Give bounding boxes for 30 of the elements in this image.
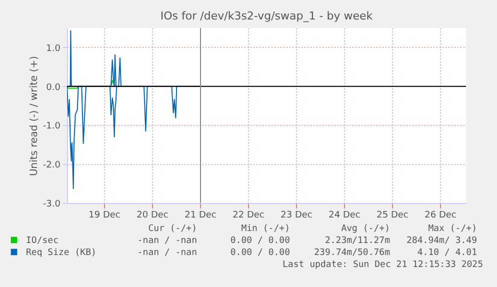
x-tick-label: 24 Dec xyxy=(328,210,360,220)
text: -nan / -nan xyxy=(137,236,197,246)
text: -nan / -nan xyxy=(137,248,197,258)
x-tick-label: 23 Dec xyxy=(280,210,312,220)
legend-label: Req Size (KB) xyxy=(26,248,96,258)
y-tick-label: 0.0 xyxy=(46,82,61,93)
x-tick-label: 25 Dec xyxy=(376,210,408,220)
y-axis-title: Units read (-) / write (+) xyxy=(28,56,40,176)
text: 239.74m/50.76m xyxy=(314,248,390,258)
text: 4.10 / 4.01 xyxy=(417,248,477,258)
y-tick-label: -3.0 xyxy=(42,200,61,210)
x-tick-label: 26 Dec xyxy=(424,210,456,220)
text: Cur (-/+) xyxy=(148,224,197,234)
text: Min (-/+) xyxy=(241,224,290,234)
text: 0.00 / 0.00 xyxy=(230,248,290,258)
text: 2.23m/11.27m xyxy=(324,236,390,246)
text: Last update: Sun Dec 21 12:15:33 2025 xyxy=(282,260,483,270)
text: Max (-/+) xyxy=(428,224,477,234)
chart-title: IOs for /dev/k3s2-vg/swap_1 - by week xyxy=(160,10,374,22)
y-tick-label: -2.0 xyxy=(42,160,61,171)
text: 0.00 / 0.00 xyxy=(230,236,290,246)
x-tick-label: 19 Dec xyxy=(88,210,120,220)
legend-label: IO/sec xyxy=(26,236,59,246)
x-tick-label: 21 Dec xyxy=(184,210,216,220)
y-tick-label: 1.0 xyxy=(46,44,61,54)
y-tick-label: -1.0 xyxy=(42,122,61,132)
x-tick-label: 22 Dec xyxy=(232,210,264,220)
x-tick-label: 20 Dec xyxy=(136,210,168,220)
text: 284.94m/ 3.49 xyxy=(406,236,477,246)
text: Avg (-/+) xyxy=(341,224,390,234)
